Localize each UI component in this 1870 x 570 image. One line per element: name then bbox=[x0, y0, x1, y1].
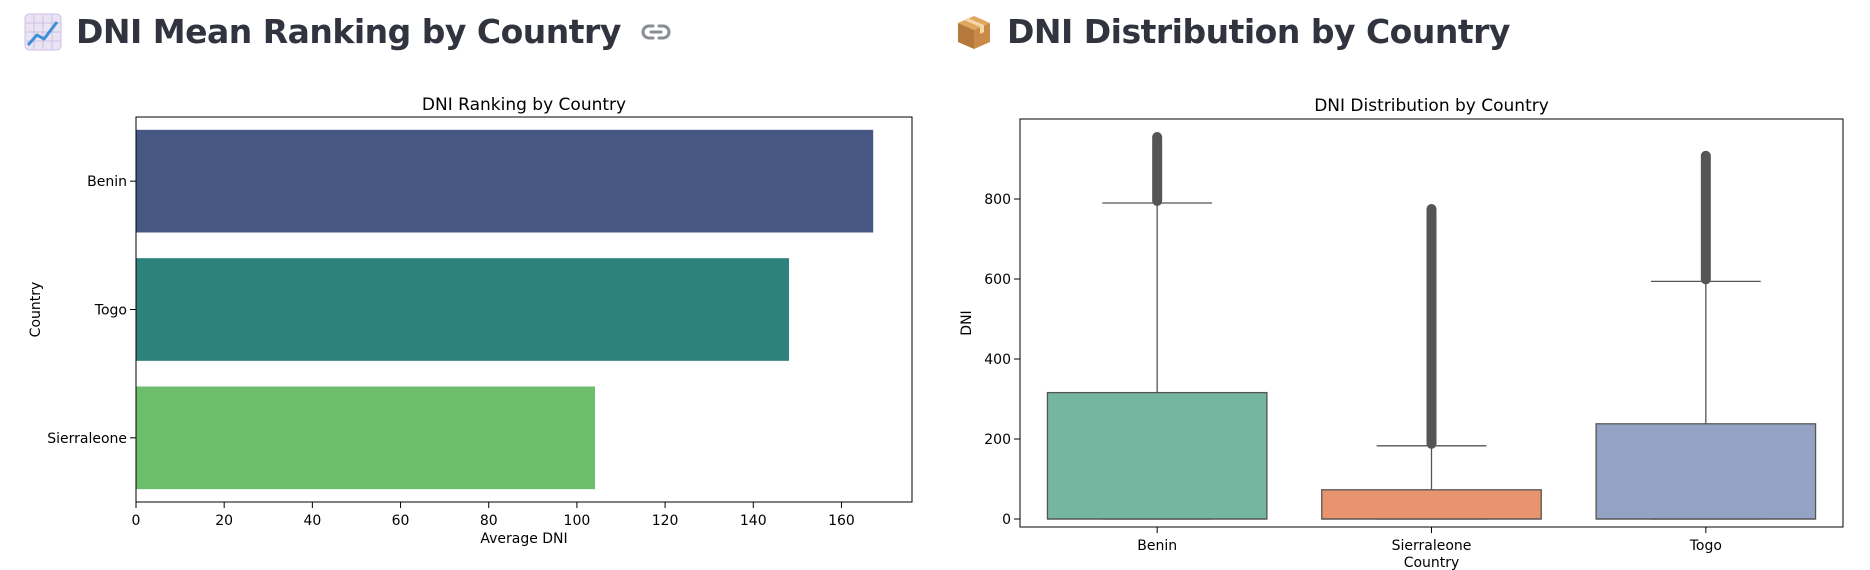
x-tick-label-20: 20 bbox=[215, 513, 233, 529]
bar-sierraleone bbox=[136, 386, 595, 490]
box-plot-frame bbox=[1019, 118, 1844, 528]
bar-chart: DNI Ranking by Country Benin Togo Sierraleo… bbox=[28, 95, 913, 547]
iqr-box-togo bbox=[1595, 423, 1817, 520]
y-tick-label-800: 800 bbox=[984, 192, 1011, 208]
x-tick-label-80: 80 bbox=[480, 513, 498, 529]
box-chart-title: DNI Distribution by Country bbox=[1314, 96, 1549, 116]
right-title: DNI Distribution by Country bbox=[1007, 12, 1510, 51]
left-heading: DNI Mean Ranking by Country bbox=[24, 12, 673, 51]
bar-chart-title: DNI Ranking by Country bbox=[422, 95, 626, 115]
x-tick-label-140: 140 bbox=[740, 513, 767, 529]
y-axis-label: Country bbox=[28, 282, 44, 338]
y-axis-label: DNI bbox=[959, 310, 975, 335]
y-tick-label-200: 200 bbox=[984, 432, 1011, 448]
x-tick-label-120: 120 bbox=[652, 513, 679, 529]
x-tick-label-40: 40 bbox=[303, 513, 321, 529]
x-tick-label-sierraleone: Sierraleone bbox=[1392, 538, 1472, 554]
left-column: DNI Mean Ranking by Country DNI Ranking … bbox=[0, 0, 930, 570]
x-axis-label: Country bbox=[1404, 555, 1460, 570]
chart-increasing-emoji-icon bbox=[24, 13, 62, 50]
bar-benin bbox=[136, 129, 874, 233]
iqr-box-benin bbox=[1046, 391, 1268, 520]
right-column: DNI Distribution by Country DNI Distribu… bbox=[955, 0, 1870, 570]
package-emoji-icon bbox=[958, 15, 990, 49]
y-tick-label-0: 0 bbox=[1002, 512, 1011, 528]
x-axis-label: Average DNI bbox=[480, 531, 567, 547]
x-tick-label-benin: Benin bbox=[1137, 538, 1177, 554]
y-tick-label-benin: Benin bbox=[87, 174, 127, 190]
x-tick-label-60: 60 bbox=[392, 513, 410, 529]
y-tick-label-togo: Togo bbox=[94, 303, 127, 319]
box-togo bbox=[1595, 150, 1817, 520]
left-title: DNI Mean Ranking by Country bbox=[76, 12, 621, 51]
right-heading: DNI Distribution by Country bbox=[955, 12, 1510, 51]
box-sierraleone bbox=[1321, 204, 1542, 520]
x-tick-label-togo: Togo bbox=[1689, 538, 1722, 554]
x-tick-label-0: 0 bbox=[132, 513, 141, 529]
x-tick-label-100: 100 bbox=[564, 513, 591, 529]
iqr-box-sierraleone bbox=[1321, 489, 1542, 520]
y-tick-label-600: 600 bbox=[984, 272, 1011, 288]
bar-togo bbox=[136, 258, 789, 361]
y-tick-label-sierraleone: Sierraleone bbox=[47, 431, 127, 447]
box-chart: DNI Distribution by Country Benin Sierrale… bbox=[959, 96, 1844, 570]
y-tick-label-400: 400 bbox=[984, 352, 1011, 368]
bar-plot-frame bbox=[135, 116, 913, 503]
box-benin bbox=[1046, 132, 1268, 520]
x-tick-label-160: 160 bbox=[828, 513, 855, 529]
link-icon[interactable] bbox=[639, 15, 673, 49]
